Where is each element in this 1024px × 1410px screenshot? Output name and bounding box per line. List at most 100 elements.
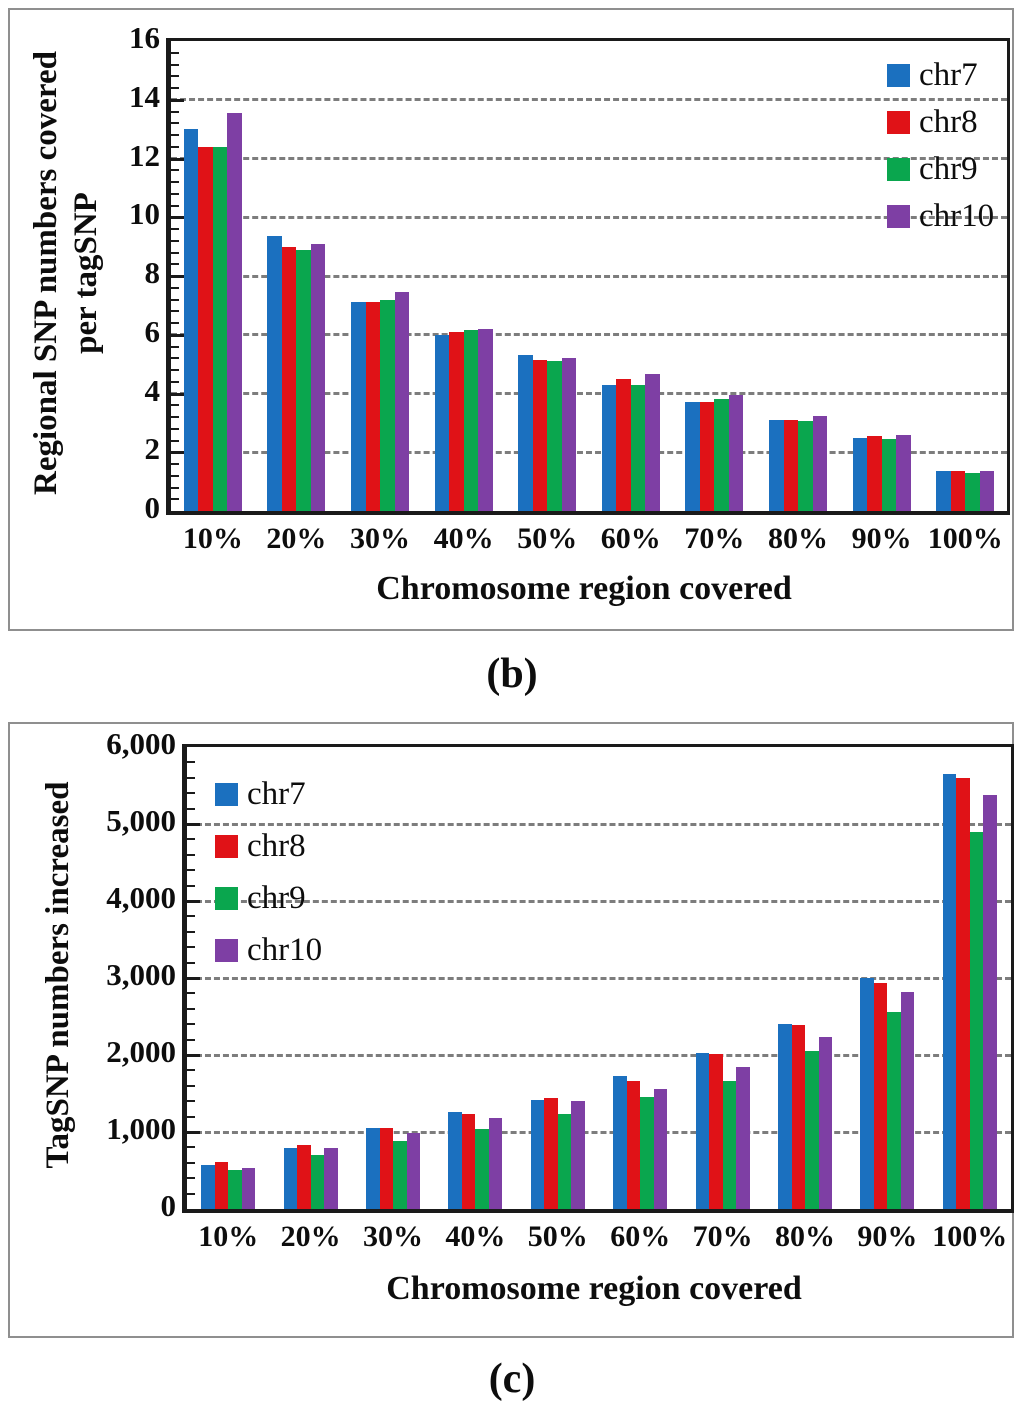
- bar-chr10-60%: [645, 374, 660, 511]
- minor-tick: [171, 192, 179, 195]
- minor-tick: [171, 251, 179, 254]
- bar-chr10-70%: [728, 394, 744, 511]
- legend-swatch-chr9: [887, 158, 910, 181]
- bar-chr9-80%: [798, 421, 813, 511]
- legend-item-chr8: chr8: [215, 820, 322, 872]
- x-tick-label: 60%: [600, 522, 661, 555]
- legend-label-chr10: chr10: [919, 198, 995, 234]
- bar-chr10-100%: [979, 470, 995, 511]
- minor-tick: [171, 228, 179, 230]
- bar-chr10-10%: [227, 112, 242, 511]
- y-tick-label: 6,000: [106, 726, 176, 761]
- legend-item-chr10: chr10: [215, 924, 322, 976]
- y-tick-label: 16: [129, 20, 160, 55]
- legend-item-chr10: chr10: [887, 193, 994, 240]
- minor-tick: [171, 87, 179, 89]
- bar-chr8-50%: [532, 359, 548, 511]
- minor-tick: [171, 345, 179, 348]
- bar-chr10-80%: [818, 1037, 832, 1209]
- major-tick: [171, 216, 184, 220]
- minor-tick: [187, 930, 195, 933]
- minor-tick: [171, 474, 179, 477]
- gridline: [187, 1130, 1011, 1134]
- bar-chr8-20%: [281, 246, 297, 511]
- major-tick: [187, 1054, 200, 1057]
- y-tick-label: 2,000: [106, 1034, 176, 1069]
- minor-tick: [187, 992, 195, 995]
- minor-tick: [187, 838, 195, 841]
- y-tick-label: 4: [144, 372, 161, 408]
- bar-chr10-90%: [900, 991, 915, 1209]
- gridline: [171, 98, 1007, 102]
- bar-chr7-90%: [860, 978, 874, 1209]
- minor-tick: [171, 181, 179, 183]
- bar-chr7-20%: [267, 236, 282, 511]
- minor-tick: [187, 961, 195, 964]
- bar-chr9-10%: [212, 146, 228, 511]
- bar-chr10-50%: [571, 1101, 585, 1209]
- bar-chr9-40%: [463, 330, 479, 511]
- minor-tick: [171, 298, 179, 301]
- gridline: [171, 333, 1007, 337]
- major-tick: [171, 333, 184, 337]
- y-tick-label: 2: [144, 431, 161, 467]
- y-tick-label: 14: [129, 78, 160, 114]
- bar-chr9-70%: [722, 1081, 737, 1209]
- minor-tick: [171, 498, 179, 501]
- bar-chr7-10%: [183, 129, 199, 511]
- plot-area-b: [166, 38, 1010, 515]
- minor-tick: [171, 263, 179, 266]
- bar-chr8-70%: [699, 402, 715, 511]
- legend-swatch-chr10: [887, 205, 910, 228]
- gridline: [171, 274, 1007, 278]
- y-tick-label: 0: [144, 490, 161, 525]
- x-tick-label: 30%: [363, 1220, 423, 1253]
- x-tick-label: 90%: [857, 1220, 918, 1253]
- y-tick-label: 0: [160, 1188, 177, 1223]
- minor-tick: [187, 884, 195, 887]
- x-tick-label: 20%: [280, 1220, 341, 1253]
- plot-area-c: [182, 744, 1014, 1213]
- bar-chr8-60%: [626, 1081, 641, 1209]
- legend-swatch-chr7: [887, 64, 910, 87]
- bar-chr7-80%: [778, 1024, 792, 1209]
- bar-chr7-100%: [936, 471, 951, 511]
- minor-tick: [171, 145, 179, 148]
- minor-tick: [171, 51, 179, 54]
- minor-tick: [187, 1038, 195, 1041]
- caption-c: (c): [488, 1356, 536, 1402]
- minor-tick: [171, 286, 179, 289]
- major-tick: [187, 977, 200, 980]
- bar-chr7-40%: [434, 334, 450, 511]
- minor-tick: [187, 1115, 195, 1118]
- x-tick-label: 100%: [932, 1220, 1008, 1253]
- y-tick-label: 8: [144, 255, 161, 290]
- x-tick-label: 100%: [927, 522, 1003, 555]
- legend-item-chr9: chr9: [215, 872, 322, 924]
- minor-tick: [171, 380, 179, 383]
- minor-tick: [171, 75, 179, 78]
- bar-chr7-60%: [613, 1075, 627, 1209]
- bar-chr8-20%: [297, 1145, 311, 1209]
- bar-chr7-50%: [530, 1099, 545, 1209]
- bar-chr10-20%: [324, 1148, 338, 1209]
- bar-chr8-40%: [461, 1114, 476, 1209]
- bar-chr7-90%: [852, 437, 868, 511]
- minor-tick: [171, 310, 179, 313]
- bar-chr8-50%: [544, 1098, 558, 1209]
- minor-tick: [187, 869, 195, 872]
- minor-tick: [187, 946, 195, 949]
- bar-chr9-50%: [547, 361, 562, 511]
- minor-tick: [187, 853, 195, 856]
- bar-chr9-10%: [228, 1169, 242, 1209]
- gridline: [171, 392, 1007, 395]
- minor-tick: [171, 122, 179, 125]
- y-tick-label: 6: [144, 313, 161, 349]
- gridline: [171, 215, 1007, 219]
- x-tick-label: 70%: [692, 1220, 753, 1253]
- major-tick: [171, 451, 184, 455]
- legend-label-chr9: chr9: [919, 151, 978, 187]
- bar-chr7-20%: [283, 1148, 298, 1209]
- bar-chr10-10%: [241, 1168, 256, 1209]
